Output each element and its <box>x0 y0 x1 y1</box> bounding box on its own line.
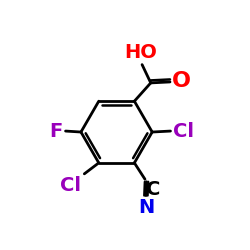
Text: Cl: Cl <box>60 176 82 195</box>
Text: C: C <box>146 180 160 199</box>
Text: N: N <box>138 198 154 217</box>
Text: O: O <box>172 71 190 91</box>
Text: F: F <box>50 122 63 141</box>
Text: Cl: Cl <box>173 122 194 141</box>
Text: HO: HO <box>125 43 158 62</box>
